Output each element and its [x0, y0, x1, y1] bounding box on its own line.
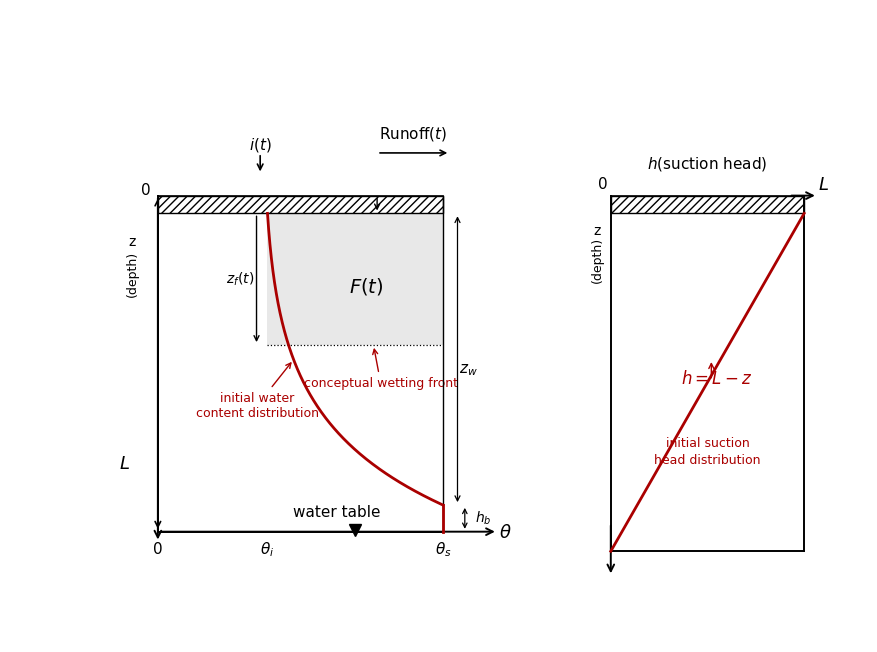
Text: z: z: [129, 235, 136, 249]
Text: $\theta_i$: $\theta_i$: [260, 540, 275, 559]
Text: 0: 0: [141, 183, 151, 198]
Text: (depth): (depth): [591, 237, 603, 283]
Text: $z_w$: $z_w$: [459, 362, 478, 378]
Text: $L$: $L$: [119, 456, 131, 473]
Text: $h_b$: $h_b$: [474, 510, 491, 527]
Bar: [610, 196, 804, 213]
Text: conceptual wetting front: conceptual wetting front: [303, 349, 458, 390]
Text: $f(t)$: $f(t)$: [384, 196, 406, 213]
Text: 0: 0: [598, 177, 608, 192]
Text: $\theta_s$: $\theta_s$: [435, 540, 451, 559]
Text: $h$(suction head): $h$(suction head): [647, 155, 767, 173]
Text: initial suction
head distribution: initial suction head distribution: [654, 437, 760, 467]
Text: $z_f(t)$: $z_f(t)$: [226, 271, 254, 288]
Text: water table: water table: [293, 505, 381, 520]
Text: Runoff$(t)$: Runoff$(t)$: [380, 125, 448, 143]
Bar: [267, 213, 443, 345]
Bar: [158, 196, 443, 213]
Text: z: z: [594, 224, 601, 238]
Text: $i(t)$: $i(t)$: [249, 136, 272, 154]
Text: $L$: $L$: [818, 176, 829, 194]
Text: $\theta$: $\theta$: [499, 524, 511, 542]
Text: $F(t)$: $F(t)$: [349, 276, 383, 297]
Text: $h=L-z$: $h=L-z$: [681, 370, 753, 388]
Text: (depth): (depth): [125, 251, 139, 297]
Text: initial water
content distribution: initial water content distribution: [196, 363, 318, 420]
Text: 0: 0: [153, 542, 162, 557]
